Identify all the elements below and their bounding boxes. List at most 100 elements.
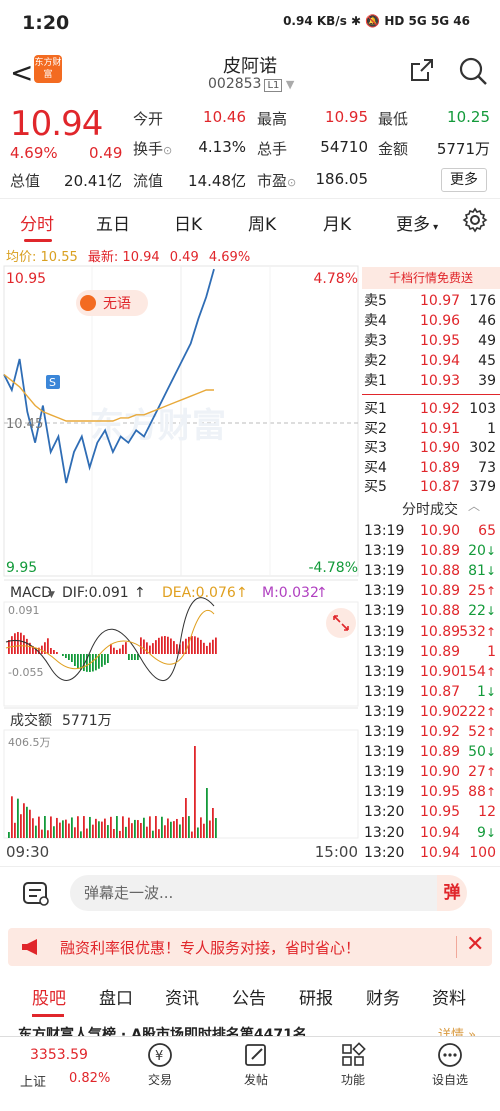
macd-bar xyxy=(68,654,70,660)
watchlist-button[interactable]: 设自选 xyxy=(420,1041,480,1088)
volume-bar xyxy=(134,819,136,838)
tab-more[interactable]: 更多 ▾ xyxy=(396,210,438,235)
back-icon[interactable]: < xyxy=(10,56,34,89)
volume-bar xyxy=(137,820,139,838)
stock-code[interactable]: 002853 L1 ▼ xyxy=(208,76,294,92)
more-button[interactable]: 更多 xyxy=(441,168,487,192)
tick-price: 10.90 xyxy=(420,523,461,539)
tick-price: 10.89 xyxy=(420,744,461,761)
tab-guba[interactable]: 股吧 xyxy=(32,989,66,1009)
tab-daily-k[interactable]: 日K xyxy=(174,215,203,235)
tab-intraday[interactable]: 分时 xyxy=(20,215,54,235)
ask-price: 10.94 xyxy=(420,353,461,369)
s-marker-icon[interactable]: S xyxy=(46,375,60,389)
tick-direction-icon: ↑ xyxy=(485,664,496,679)
expand-icon[interactable] xyxy=(326,608,356,638)
volume-label: 成交额 xyxy=(10,712,52,729)
danmu-input[interactable]: 弹幕走一波... xyxy=(70,875,464,911)
promo-banner[interactable]: 融资利率很优惠！专人服务对接，省时省心！ ✕ xyxy=(8,928,492,966)
macd-bottom-label: -0.055 xyxy=(8,666,43,679)
bid-row: 买1 10.92 103 xyxy=(362,399,500,419)
volume-bar xyxy=(146,826,148,838)
tick-price: 10.90 xyxy=(420,663,461,680)
volume-bar xyxy=(212,808,214,838)
teaser-more-link[interactable]: 详情 » xyxy=(438,1028,477,1038)
tick-volume-text: 9 xyxy=(477,824,486,841)
status-time: 1:20 xyxy=(22,12,70,34)
ask-row: 卖3 10.95 49 xyxy=(362,331,500,351)
tick-price: 10.89 xyxy=(420,583,461,600)
avg-line-info: 均价: 10.55 最新: 10.94 0.49 4.69% xyxy=(6,246,250,265)
tick-price: 10.92 xyxy=(420,724,461,740)
tick-volume-text: 25 xyxy=(468,583,486,600)
macd-bar xyxy=(179,644,181,654)
volume-bar xyxy=(203,823,205,838)
tab-profile[interactable]: 资料 xyxy=(432,989,466,1009)
functions-button[interactable]: 功能 xyxy=(323,1041,383,1088)
dropdown-icon: ▼ xyxy=(282,78,295,91)
field-value: 4.13% xyxy=(198,138,246,156)
mood-face-icon xyxy=(80,295,96,311)
tab-five-day[interactable]: 五日 xyxy=(96,215,130,235)
gear-icon[interactable] xyxy=(462,207,488,233)
tab-finance[interactable]: 财务 xyxy=(366,989,400,1009)
volume-bar xyxy=(38,816,40,838)
tab-weekly-k[interactable]: 周K xyxy=(248,215,277,235)
active-tab-indicator xyxy=(24,239,52,242)
tab-announcements[interactable]: 公告 xyxy=(232,989,266,1009)
post-button[interactable]: 发帖 xyxy=(226,1041,286,1088)
ask-row: 卖2 10.94 45 xyxy=(362,351,500,371)
svg-text:¥: ¥ xyxy=(155,1049,163,1064)
top-percent-label: 4.78% xyxy=(314,271,358,287)
macd-bar xyxy=(83,654,85,672)
mood-badge[interactable]: 无语 xyxy=(76,290,148,316)
danmu-toggle-icon[interactable] xyxy=(22,881,50,907)
share-icon[interactable] xyxy=(408,56,436,84)
tick-price: 10.88 xyxy=(420,563,461,580)
tab-monthly-k[interactable]: 月K xyxy=(323,215,352,235)
tick-direction-icon: ↓ xyxy=(485,745,496,760)
tick-row: 13:19 10.88 22↓ xyxy=(362,601,500,621)
macd-label[interactable]: MACD xyxy=(10,585,52,601)
tab-pankou[interactable]: 盘口 xyxy=(99,989,133,1009)
tick-price: 10.89 xyxy=(420,623,461,640)
info-icon[interactable]: ⊙ xyxy=(163,144,173,157)
mid-price-label: 10.45 xyxy=(6,417,43,432)
macd-bar xyxy=(131,654,133,660)
field-label[interactable]: 换手⊙ xyxy=(133,138,172,159)
volume-bar xyxy=(116,816,118,838)
volume-bar xyxy=(155,816,157,838)
tick-volume: 100 xyxy=(469,843,496,863)
macd-bar xyxy=(50,648,52,654)
tab-research[interactable]: 研报 xyxy=(299,989,333,1009)
close-icon[interactable]: ✕ xyxy=(466,932,485,957)
tab-news[interactable]: 资讯 xyxy=(165,989,199,1009)
order-book[interactable]: 千档行情免费送 卖5 10.97 176 卖4 10.96 46 卖3 10.95 … xyxy=(362,267,500,867)
volume-bar xyxy=(182,817,184,838)
danmu-send-button[interactable]: 弹 xyxy=(437,875,467,911)
volume-bar xyxy=(11,796,13,838)
intraday-chart[interactable]: 东方财富 10.95 4.78% 10.45 9.95 -4.78% 无语 S … xyxy=(0,262,362,862)
field-label: 今开 xyxy=(133,110,164,128)
bid-row: 买3 10.90 302 xyxy=(362,438,500,458)
volume-plot-frame xyxy=(3,729,359,839)
tick-row: 13:19 10.90 65 xyxy=(362,521,500,541)
macd-bar xyxy=(185,638,187,654)
teaser-text: 东方财富人气榜 · A股市场即时排名第4471名 xyxy=(18,1027,307,1038)
popularity-teaser[interactable]: 东方财富人气榜 · A股市场即时排名第4471名 详情 » xyxy=(0,1020,500,1038)
tick-time: 13:19 xyxy=(364,744,405,761)
bid-price: 10.92 xyxy=(420,401,461,417)
macd-bar xyxy=(65,654,67,658)
search-icon[interactable] xyxy=(458,56,488,86)
field-label[interactable]: 市盈⊙ xyxy=(257,170,296,191)
order-book-promo[interactable]: 千档行情免费送 xyxy=(362,267,500,289)
bottom-price-label: 9.95 xyxy=(6,560,37,576)
info-icon[interactable]: ⊙ xyxy=(287,176,297,189)
tick-row: 13:19 10.89 25↑ xyxy=(362,581,500,601)
latest-change: 0.49 xyxy=(169,250,199,265)
tick-volume: 22↓ xyxy=(468,601,496,621)
trade-button[interactable]: ¥ 交易 xyxy=(130,1041,190,1088)
volume-bar xyxy=(86,828,88,838)
macd-bar xyxy=(35,647,37,654)
tick-row: 13:19 10.87 1↓ xyxy=(362,682,500,702)
